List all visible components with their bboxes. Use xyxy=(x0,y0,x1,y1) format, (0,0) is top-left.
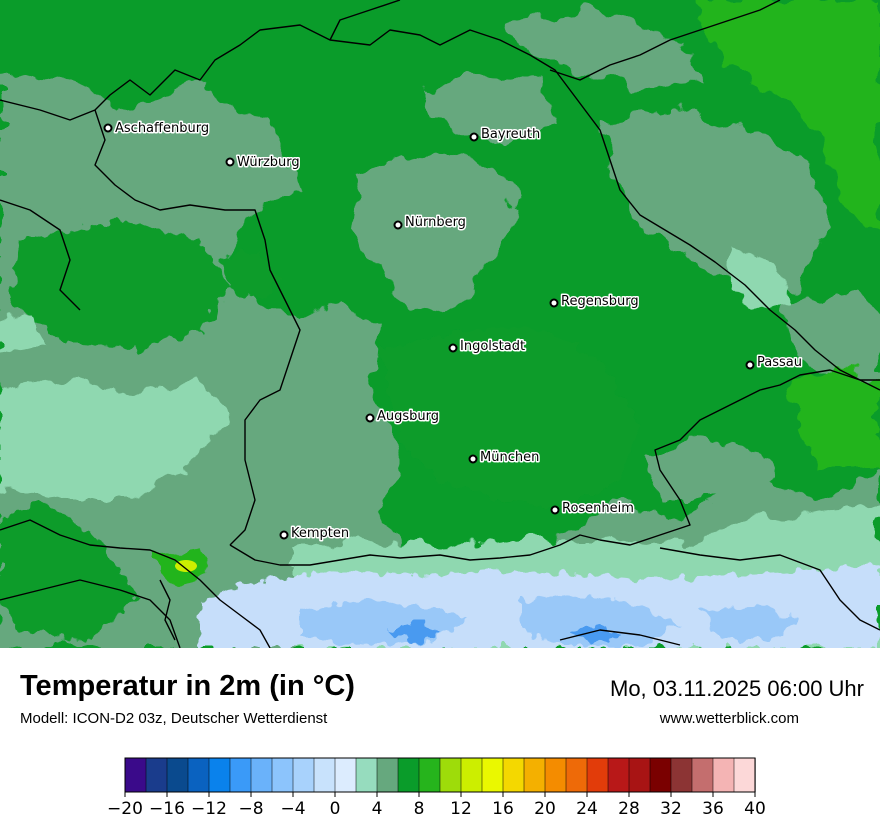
czech-border xyxy=(549,0,781,81)
legend-tick-label: 12 xyxy=(450,799,472,819)
legend-swatch xyxy=(670,757,693,793)
legend-tick-label: −12 xyxy=(191,799,227,819)
svg-text:Nürnberg: Nürnberg xyxy=(405,215,466,230)
legend-tick-label: −16 xyxy=(149,799,185,819)
liechtenstein-border xyxy=(159,579,176,641)
legend-swatch xyxy=(481,757,504,793)
svg-text:Bayreuth: Bayreuth xyxy=(481,127,540,142)
svg-text:Würzburg: Würzburg xyxy=(237,155,300,170)
svg-text:Kempten: Kempten xyxy=(291,526,349,541)
color-legend-swatches xyxy=(124,757,756,793)
legend-swatch xyxy=(712,757,735,793)
legend-swatch xyxy=(145,757,168,793)
city-muenchen[interactable]: München xyxy=(468,449,541,467)
map-title: Temperatur in 2m (in °C) xyxy=(20,670,355,702)
legend-swatch xyxy=(334,757,357,793)
legend-swatch xyxy=(460,757,483,793)
city-wuerzburg[interactable]: Würzburg xyxy=(225,154,301,172)
legend-swatch xyxy=(565,757,588,793)
city-aschaffenburg[interactable]: Aschaffenburg xyxy=(103,120,211,138)
city-rosenheim[interactable]: Rosenheim xyxy=(550,500,635,518)
city-regensburg[interactable]: Regensburg xyxy=(549,293,640,311)
model-info: Modell: ICON-D2 03z, Deutscher Wetterdie… xyxy=(20,710,328,727)
lake-border xyxy=(0,519,271,648)
svg-text:Augsburg: Augsburg xyxy=(377,409,439,424)
city-kempten[interactable]: Kempten xyxy=(279,525,351,543)
legend-tick-label: 40 xyxy=(744,799,766,819)
city-nuernberg[interactable]: Nürnberg xyxy=(393,214,467,232)
svg-text:Ingolstadt: Ingolstadt xyxy=(460,339,525,354)
footer: Temperatur in 2m (in °C) Modell: ICON-D2… xyxy=(0,648,880,830)
temp-field-medium-green xyxy=(0,10,880,648)
temp-field-light-blue xyxy=(300,595,800,645)
legend-tick-label: −8 xyxy=(238,799,263,819)
website-link[interactable]: www.wetterblick.com xyxy=(659,710,799,727)
thuringia-border xyxy=(329,0,401,41)
legend-swatch xyxy=(439,757,462,793)
temperature-map[interactable]: Aschaffenburg Würzburg Bayreuth Nürnberg… xyxy=(0,0,880,648)
legend-swatch xyxy=(628,757,651,793)
legend-swatch xyxy=(397,757,420,793)
legend-swatch xyxy=(166,757,189,793)
legend-swatch xyxy=(733,757,756,793)
legend-tick-label: 8 xyxy=(414,799,425,819)
svg-text:Aschaffenburg: Aschaffenburg xyxy=(115,121,209,136)
borders xyxy=(0,0,880,648)
svg-text:Regensburg: Regensburg xyxy=(561,294,639,309)
hesse-border xyxy=(0,99,96,121)
legend-swatch xyxy=(271,757,294,793)
legend-swatch xyxy=(187,757,210,793)
swiss-border xyxy=(0,579,181,648)
legend-tick-label: 20 xyxy=(534,799,556,819)
svg-text:Passau: Passau xyxy=(757,355,802,370)
legend-swatch xyxy=(502,757,525,793)
legend-swatch xyxy=(649,757,672,793)
svg-text:München: München xyxy=(480,450,539,465)
color-legend: −20 −16 −12 −8 −4 0 4 8 12 16 20 24 28 32 36 40 xyxy=(107,757,766,819)
legend-tick-label: 28 xyxy=(618,799,640,819)
city-markers: Aschaffenburg Würzburg Bayreuth Nürnberg… xyxy=(103,120,803,543)
legend-tick-label: 32 xyxy=(660,799,682,819)
legend-swatch xyxy=(355,757,378,793)
color-legend-frame xyxy=(124,757,756,793)
city-bayreuth[interactable]: Bayreuth xyxy=(469,126,542,144)
legend-swatch xyxy=(607,757,630,793)
forecast-datetime: Mo, 03.11.2025 06:00 Uhr xyxy=(610,676,864,701)
legend-tick-label: 16 xyxy=(492,799,514,819)
temp-field-yellow-spot xyxy=(175,560,197,572)
alps-border xyxy=(229,369,880,566)
city-augsburg[interactable]: Augsburg xyxy=(365,408,441,426)
alps-inner-border xyxy=(559,629,681,646)
legend-swatch xyxy=(229,757,252,793)
legend-swatch xyxy=(418,757,441,793)
temp-field-dark-green-patches xyxy=(0,220,640,640)
city-ingolstadt[interactable]: Ingolstadt xyxy=(448,338,527,356)
bavaria-border-west xyxy=(94,109,301,546)
color-legend-ticks: −20 −16 −12 −8 −4 0 4 8 12 16 20 24 28 32 36 40 xyxy=(107,792,766,819)
legend-swatch xyxy=(250,757,273,793)
legend-tick-label: 36 xyxy=(702,799,724,819)
austria-border-east xyxy=(659,547,880,631)
legend-swatch xyxy=(208,757,231,793)
legend-swatch xyxy=(691,757,714,793)
legend-swatch xyxy=(292,757,315,793)
temp-field-blue xyxy=(390,622,620,644)
legend-tick-label: −20 xyxy=(107,799,143,819)
legend-swatch xyxy=(313,757,336,793)
legend-tick-label: −4 xyxy=(280,799,305,819)
legend-tick-label: 0 xyxy=(330,799,341,819)
western-border xyxy=(0,199,81,311)
legend-tick-label: 24 xyxy=(576,799,598,819)
city-passau[interactable]: Passau xyxy=(745,354,803,372)
legend-swatch xyxy=(523,757,546,793)
svg-text:Rosenheim: Rosenheim xyxy=(562,501,634,516)
legend-swatch xyxy=(124,757,147,793)
legend-swatch xyxy=(544,757,567,793)
legend-swatch xyxy=(376,757,399,793)
bavaria-border xyxy=(94,24,880,381)
legend-tick-label: 4 xyxy=(372,799,383,819)
legend-swatch xyxy=(586,757,609,793)
